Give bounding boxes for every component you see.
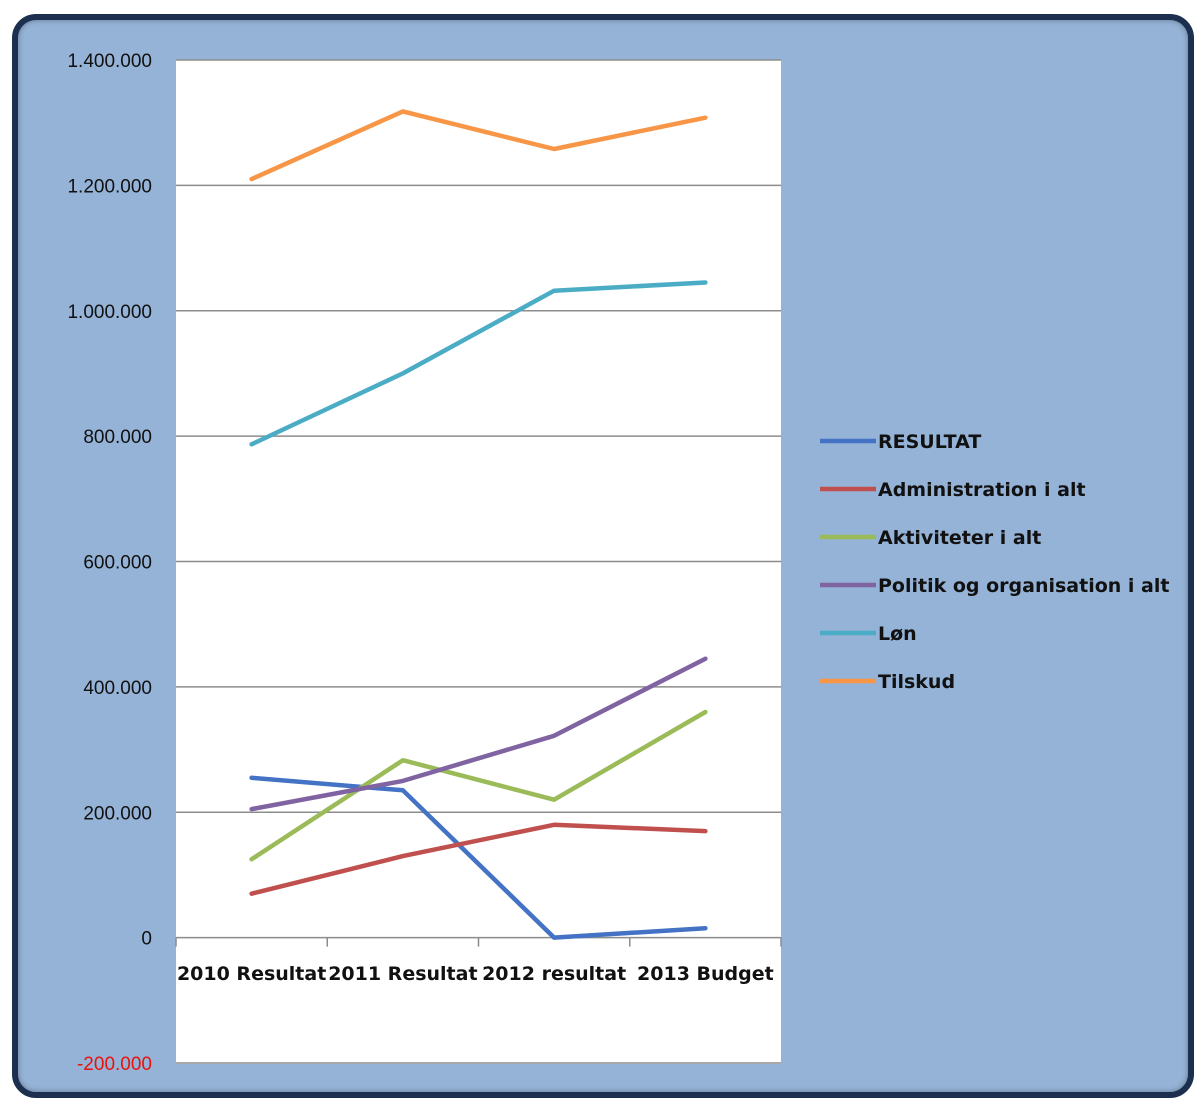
x-tick-label: 2013 Budget [637, 963, 774, 985]
x-tick-label: 2011 Resultat [328, 963, 477, 985]
legend-label: Løn [878, 623, 917, 645]
y-tick-label: 1.200.000 [67, 176, 152, 197]
y-axis-tick-labels: 1.400.000 1.200.000 1.000.000 800.000 600.00… [67, 51, 152, 1075]
y-tick-label: 0 [141, 929, 152, 950]
y-tick-label: 400.000 [83, 678, 152, 699]
y-tick-label: 600.000 [83, 553, 152, 574]
legend-label: RESULTAT [878, 431, 981, 453]
x-tick-label: 2010 Resultat [177, 963, 326, 985]
x-tick-label: 2012 resultat [482, 963, 626, 985]
y-tick-label: 1.400.000 [67, 51, 152, 72]
legend-label: Administration i alt [878, 479, 1086, 501]
legend-label: Politik og organisation i alt [878, 575, 1169, 597]
y-tick-label: -200.000 [77, 1054, 152, 1075]
legend-label: Aktiviteter i alt [878, 527, 1041, 549]
y-tick-label: 1.000.000 [67, 302, 152, 323]
legend-label: Tilskud [878, 671, 955, 693]
legend: RESULTAT Administration i alt Aktiviteter … [820, 431, 1169, 693]
y-tick-label: 800.000 [83, 427, 152, 448]
y-tick-label: 200.000 [83, 803, 152, 824]
